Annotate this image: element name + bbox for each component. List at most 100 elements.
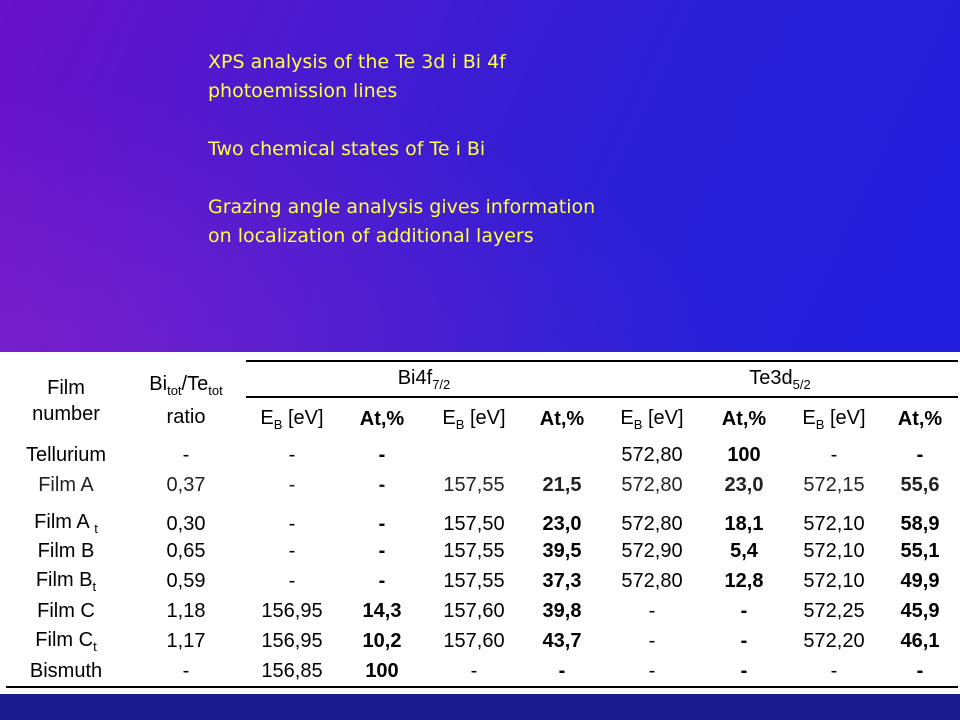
cell: 572,25 — [803, 599, 865, 622]
bi-eb-header-1: EB [eV] — [246, 396, 338, 440]
table-row: Film C 1,18 156,95 14,3 157,60 39,8 - - … — [6, 596, 958, 626]
te-at-header-2: At,% — [882, 396, 958, 440]
row-label: Bismuth — [6, 656, 126, 688]
table-row: Tellurium - - - 572,80 100 - - — [6, 440, 958, 470]
cell: - — [378, 473, 386, 496]
cell: 12,8 — [724, 569, 764, 592]
te-eb-header-1: EB [eV] — [602, 396, 702, 440]
cell: - — [288, 539, 296, 562]
row-label: Film C — [37, 599, 95, 622]
xps-results-table: Film number Bitot/Tetot ratio Bi4f7/2 Te… — [6, 360, 958, 688]
te3d-group-header: Te3d5/2 — [602, 360, 958, 397]
cell: - — [378, 443, 386, 466]
cell: - — [916, 443, 924, 466]
cell: - — [648, 599, 656, 622]
row-label: Film A t — [34, 511, 98, 536]
cell: 55,1 — [900, 539, 940, 562]
cell: - — [522, 656, 602, 688]
cell: 23,0 — [542, 513, 582, 535]
cell: 100 — [727, 443, 761, 466]
cell: - — [288, 443, 296, 466]
row-ratio: - — [182, 443, 190, 466]
cell: 39,5 — [542, 539, 582, 562]
cell: 157,55 — [443, 569, 505, 592]
cell — [426, 440, 522, 470]
cell: 37,3 — [542, 569, 582, 592]
cell: 55,6 — [900, 473, 940, 496]
cell: - — [882, 656, 958, 688]
film-number-header: Film number — [32, 376, 100, 425]
cell: 157,55 — [443, 473, 505, 496]
bi4f-group-header: Bi4f7/2 — [246, 360, 602, 397]
intro-text: XPS analysis of the Te 3d i Bi 4f photoe… — [208, 48, 728, 251]
cell: 5,4 — [730, 539, 758, 562]
cell: 10,2 — [362, 629, 402, 652]
intro-line-3: Grazing angle analysis gives information… — [208, 196, 596, 247]
intro-line-2: Two chemical states of Te i Bi — [208, 138, 486, 160]
row-ratio: 1,17 — [166, 629, 206, 652]
cell: - — [288, 513, 296, 535]
intro-line-1: XPS analysis of the Te 3d i Bi 4f photoe… — [208, 51, 506, 102]
table-row: Bismuth - 156,85 100 - - - - - - — [6, 656, 958, 688]
bi-eb-header-2: EB [eV] — [426, 396, 522, 440]
row-label: Film Ct — [35, 628, 97, 654]
cell: - — [378, 539, 386, 562]
cell: - — [288, 569, 296, 592]
row-ratio: 0,37 — [166, 473, 206, 496]
bi-at-header-2: At,% — [522, 396, 602, 440]
row-ratio: 0,59 — [166, 569, 206, 592]
cell: 58,9 — [900, 513, 940, 535]
row-ratio: 0,65 — [166, 539, 206, 562]
cell: 49,9 — [900, 569, 940, 592]
te-at-header-1: At,% — [702, 396, 786, 440]
cell: - — [830, 443, 838, 466]
cell: - — [702, 656, 786, 688]
cell: 572,80 — [621, 473, 683, 496]
cell: 157,55 — [443, 539, 505, 562]
cell: 43,7 — [542, 629, 582, 652]
cell: - — [786, 656, 882, 688]
table-row: Film Ct 1,17 156,95 10,2 157,60 43,7 - -… — [6, 626, 958, 656]
table-row: Film A t 0,30 - - 157,50 23,0 572,80 18,… — [6, 500, 958, 536]
row-label: Tellurium — [25, 443, 107, 466]
cell: 572,80 — [621, 569, 683, 592]
cell: 156,95 — [261, 629, 323, 652]
cell: 46,1 — [900, 629, 940, 652]
cell: 157,60 — [443, 599, 505, 622]
ratio-header: Bitot/Tetot ratio — [149, 373, 223, 428]
cell: 572,90 — [621, 539, 683, 562]
row-label: Film A — [38, 473, 94, 496]
cell: 157,60 — [443, 629, 505, 652]
cell: 23,0 — [724, 473, 764, 496]
cell: - — [426, 656, 522, 688]
bottom-bar — [0, 694, 960, 720]
cell: 572,80 — [621, 513, 683, 535]
cell: - — [378, 513, 386, 535]
cell: 14,3 — [362, 599, 402, 622]
cell — [522, 440, 602, 470]
cell: 572,10 — [803, 513, 865, 535]
table-row: Film A 0,37 - - 157,55 21,5 572,80 23,0 … — [6, 470, 958, 500]
cell: - — [602, 656, 702, 688]
cell: 572,10 — [803, 539, 865, 562]
cell: 39,8 — [542, 599, 582, 622]
cell: - — [740, 629, 748, 652]
cell: 18,1 — [724, 513, 764, 535]
cell: - — [288, 473, 296, 496]
cell: 156,95 — [261, 599, 323, 622]
cell: 100 — [338, 656, 426, 688]
row-ratio: 0,30 — [166, 513, 206, 535]
cell: 572,20 — [803, 629, 865, 652]
cell: 45,9 — [900, 599, 940, 622]
table-row: Film Bt 0,59 - - 157,55 37,3 572,80 12,8… — [6, 566, 958, 596]
cell: - — [740, 599, 748, 622]
cell: 21,5 — [542, 473, 582, 496]
row-label: Film Bt — [35, 568, 97, 594]
cell: - — [648, 629, 656, 652]
cell: 572,80 — [621, 443, 683, 466]
cell: - — [378, 569, 386, 592]
table-row: Film B 0,65 - - 157,55 39,5 572,90 5,4 5… — [6, 536, 958, 566]
bi-at-header-1: At,% — [338, 396, 426, 440]
te-eb-header-2: EB [eV] — [786, 396, 882, 440]
row-ratio: 1,18 — [166, 599, 206, 622]
